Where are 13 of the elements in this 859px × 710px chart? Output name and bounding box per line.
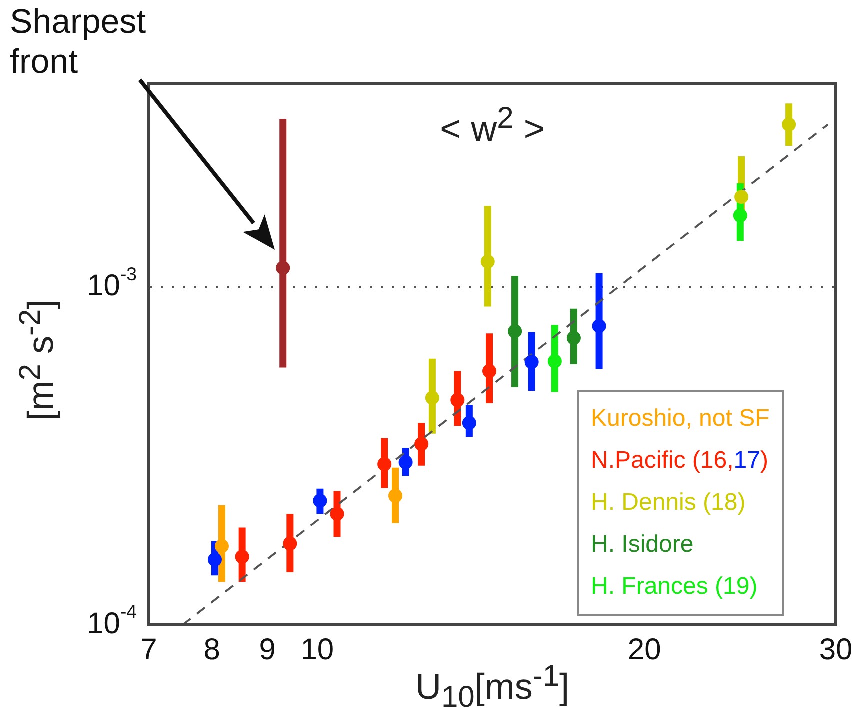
x-tick-label: 9	[259, 633, 276, 666]
x-axis-title: U$_{10}$[ms$^{-1}$]	[415, 660, 570, 710]
x-tick-label: 7	[140, 633, 158, 666]
text: < w$^{2}$ >	[439, 102, 546, 150]
x-tick-label: 20	[628, 633, 662, 666]
text: H. Dennis (18)	[591, 489, 746, 516]
text: H. Frances (19)	[591, 573, 758, 600]
text: H. Isidore	[591, 531, 694, 558]
text: N.Pacific (16,17)	[591, 447, 768, 474]
x-tick-label: 10	[300, 633, 334, 666]
text: Kuroshio, not SF	[591, 405, 770, 432]
x-tick-label: 8	[204, 633, 220, 666]
text: Sharpest front	[10, 2, 148, 82]
